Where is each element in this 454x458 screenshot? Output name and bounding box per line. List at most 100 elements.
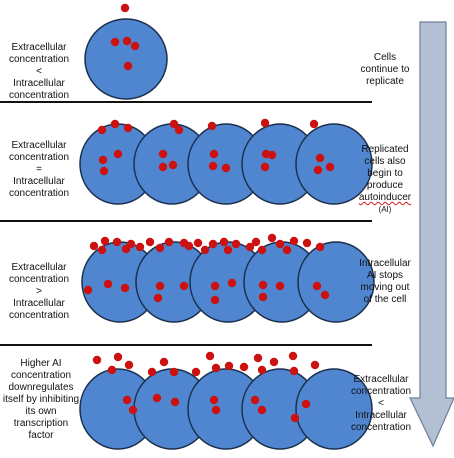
- autoinducer-molecule: [211, 405, 221, 415]
- autoinducer-molecule: [224, 361, 234, 371]
- row-dividers: [0, 101, 372, 346]
- row3-left-line: concentration: [8, 274, 70, 285]
- molecules-layer: [83, 3, 335, 423]
- autoinducer-molecule: [275, 239, 285, 249]
- row4-left-line: transcription: [13, 418, 69, 429]
- row3-right-line: of the cell: [363, 294, 407, 305]
- autoinducer-molecule: [158, 162, 168, 172]
- autoinducer-molecule: [219, 237, 229, 247]
- autoinducer-molecule: [147, 367, 157, 377]
- row2-right-line: produce: [366, 180, 404, 191]
- autoinducer-molecule: [191, 367, 201, 377]
- row4-right-line: concentration: [350, 386, 412, 397]
- row4-left-line: downregulates: [8, 382, 74, 393]
- row4-left-line: concentration: [10, 370, 72, 381]
- row1-left-label: Extracellular concentration < Intracellu…: [0, 42, 78, 102]
- row2-left-label: Extracellular concentration = Intracellu…: [0, 140, 78, 200]
- row3-left-line: concentration: [8, 310, 70, 321]
- autoinducer-molecule: [184, 241, 194, 251]
- autoinducer-molecule: [208, 161, 218, 171]
- row1-right-line: Cells: [373, 52, 397, 63]
- row1-left-line: concentration: [8, 90, 70, 101]
- autoinducer-molecule: [302, 238, 312, 248]
- timeline-arrow: [409, 21, 454, 448]
- autoinducer-molecule: [315, 242, 325, 252]
- row4-right-line: <: [378, 398, 384, 409]
- autoinducer-molecule: [97, 125, 107, 135]
- autoinducer-molecule: [89, 241, 99, 251]
- autoinducer-molecule: [159, 357, 169, 367]
- autoinducer-molecule: [158, 149, 168, 159]
- autoinducer-molecule: [135, 242, 145, 252]
- autoinducer-molecule: [239, 362, 249, 372]
- row1-left-line: concentration: [8, 54, 70, 65]
- row3-left-label: Extracellular concentration > Intracellu…: [0, 262, 78, 322]
- autoinducer-molecule: [168, 160, 178, 170]
- autoinducer-molecule: [130, 41, 140, 51]
- autoinducer-molecule: [231, 239, 241, 249]
- autoinducer-molecule: [112, 237, 122, 247]
- row2-left-line: Extracellular: [11, 140, 67, 151]
- autoinducer-molecule: [122, 36, 132, 46]
- row4-right-line: concentration: [350, 422, 412, 433]
- autoinducer-molecule: [128, 405, 138, 415]
- row3-left-line: Intracellular: [13, 298, 65, 309]
- autoinducer-molecule: [193, 238, 203, 248]
- autoinducer-molecule: [83, 285, 93, 295]
- autoinducer-molecule: [325, 162, 335, 172]
- row2-right-line: Replicated: [361, 144, 409, 155]
- bacterial-cell: [295, 368, 373, 450]
- row1-right-label: Cells continue to replicate: [352, 52, 418, 88]
- autoinducer-molecule: [210, 281, 220, 291]
- autoinducer-molecule: [100, 236, 110, 246]
- autoinducer-molecule: [205, 351, 215, 361]
- autoinducer-molecule: [103, 279, 113, 289]
- autoinducer-molecule: [227, 278, 237, 288]
- autoinducer-molecule: [290, 413, 300, 423]
- autoinducer-molecule: [92, 355, 102, 365]
- autoinducer-molecule: [320, 290, 330, 300]
- row1-right-line: continue to: [360, 64, 410, 75]
- autoinducer-molecule: [207, 121, 217, 131]
- autoinducer-molecule: [258, 292, 268, 302]
- row4-left-line: its own: [25, 406, 57, 417]
- row3-left-line: >: [36, 286, 42, 297]
- autoinducer-molecule: [315, 153, 325, 163]
- row4-right-line: Extracellular: [353, 374, 409, 385]
- autoinducer-molecule: [179, 281, 189, 291]
- row1-left-line: Intracellular: [13, 78, 65, 89]
- bacterial-cell: [295, 123, 373, 205]
- autoinducer-molecule: [269, 357, 279, 367]
- autoinducer-molecule: [289, 366, 299, 376]
- autoinducer-molecule: [98, 155, 108, 165]
- row2-right-line: begin to: [367, 168, 403, 179]
- autoinducer-molecule: [155, 243, 165, 253]
- autoinducer-molecule: [301, 399, 311, 409]
- autoinducer-molecule: [275, 281, 285, 291]
- row3-right-line: Intracellular: [359, 258, 411, 269]
- autoinducer-molecule: [120, 283, 130, 293]
- autoinducer-molecule: [223, 245, 233, 255]
- row3-right-line: AI stops: [366, 270, 404, 281]
- autoinducer-molecule: [169, 367, 179, 377]
- autoinducer-molecule: [260, 118, 270, 128]
- row4-right-label: Extracellular concentration < Intracellu…: [344, 374, 418, 434]
- row4-left-line: factor: [28, 430, 54, 441]
- autoinducer-molecule: [245, 242, 255, 252]
- autoinducer-term: autoinducer: [358, 192, 412, 203]
- autoinducer-molecule: [209, 149, 219, 159]
- row2-left-line: concentration: [8, 152, 70, 163]
- autoinducer-molecule: [251, 237, 261, 247]
- autoinducer-molecule: [113, 352, 123, 362]
- autoinducer-molecule: [123, 61, 133, 71]
- row2-left-line: Intracellular: [13, 176, 65, 187]
- autoinducer-molecule: [174, 125, 184, 135]
- row2-left-line: =: [36, 164, 42, 175]
- autoinducer-molecule: [260, 162, 270, 172]
- autoinducer-molecule: [145, 237, 155, 247]
- autoinducer-molecule: [169, 119, 179, 129]
- row3-left-line: Extracellular: [11, 262, 67, 273]
- row4-left-label: Higher AI concentration downregulates it…: [0, 358, 82, 442]
- autoinducer-molecule: [97, 245, 107, 255]
